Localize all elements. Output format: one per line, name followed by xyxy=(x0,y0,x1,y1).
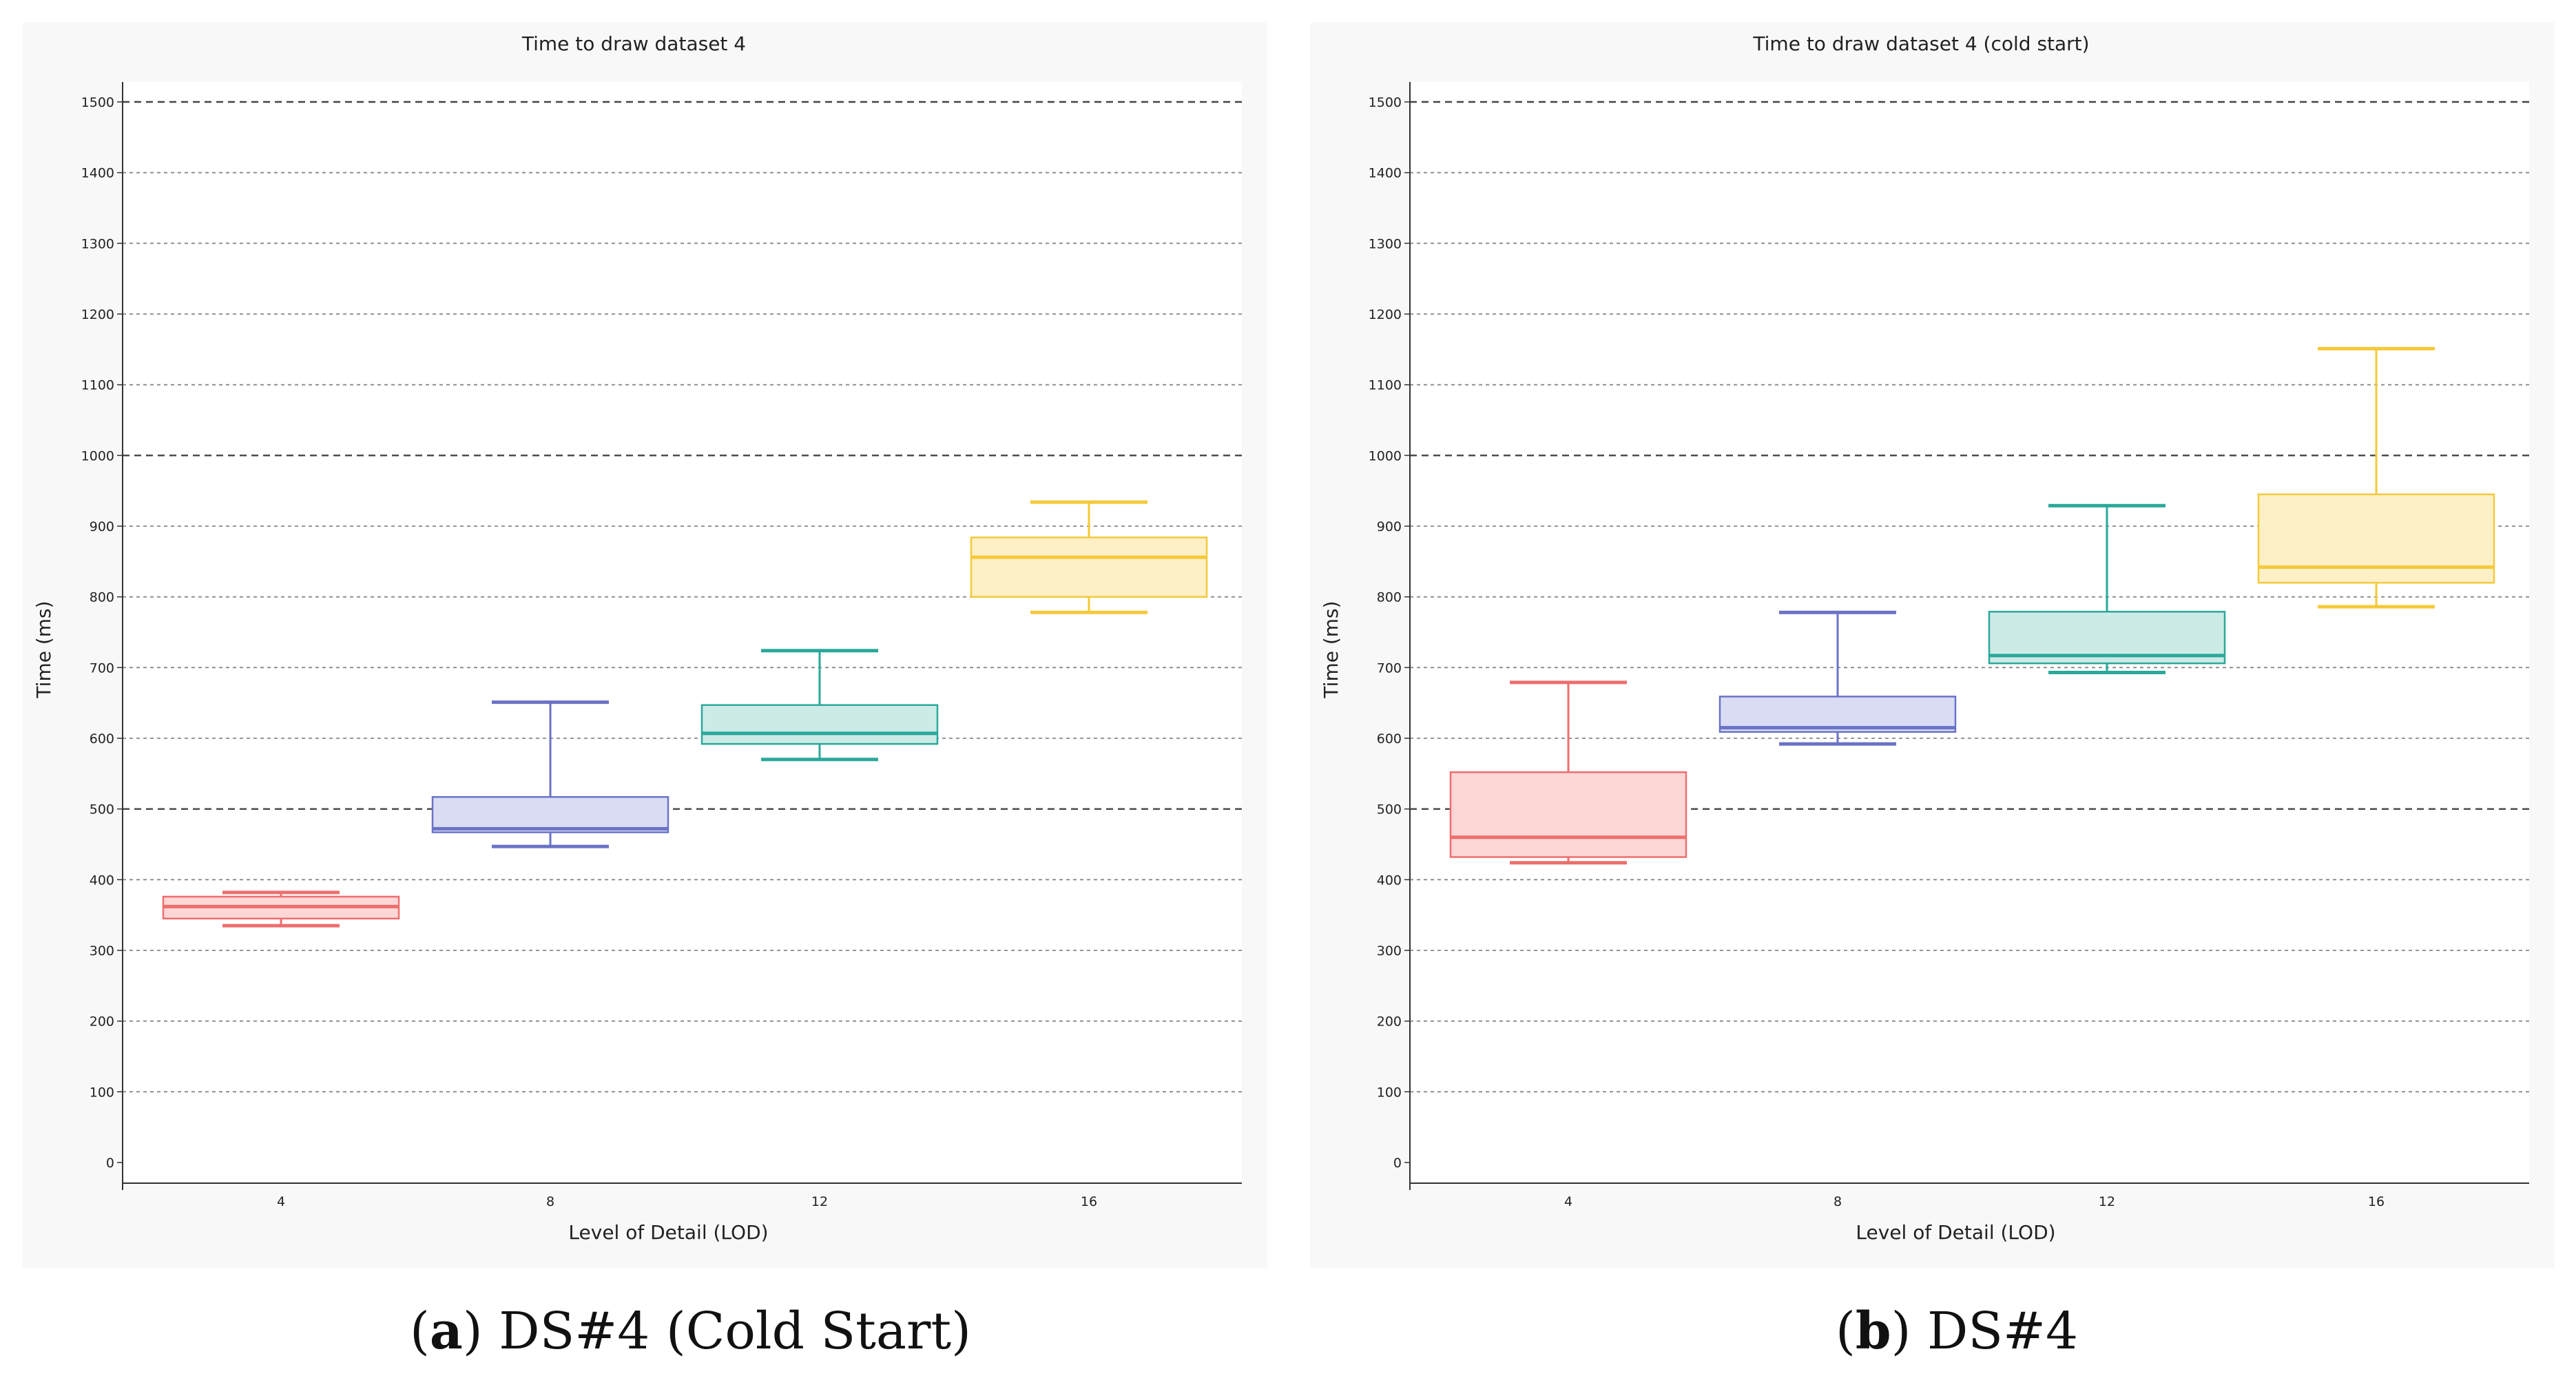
caption-a-text: DS#4 (Cold Start) xyxy=(499,1302,971,1361)
y-tick-label-800: 800 xyxy=(1377,590,1402,605)
caption-b-letter: b xyxy=(1855,1302,1891,1361)
caption-b: (b) DS#4 xyxy=(1836,1302,2079,1361)
y-tick-label-1000: 1000 xyxy=(81,448,114,463)
y-tick-label-200: 200 xyxy=(1377,1014,1402,1030)
plot-area xyxy=(1410,82,2529,1183)
y-tick-label-1100: 1100 xyxy=(1369,378,1402,393)
chart-panel-b: Time to draw dataset 4 (cold start) 0 100 2… xyxy=(1310,23,2555,1268)
y-tick-label-1400: 1400 xyxy=(1369,166,1402,181)
y-tick-label-900: 900 xyxy=(1377,519,1402,534)
x-tick-label-lod-16: 16 xyxy=(1081,1194,1097,1209)
y-axis-label: Time (ms) xyxy=(32,601,55,698)
y-tick-label-500: 500 xyxy=(1377,802,1402,817)
y-tick-label-1400: 1400 xyxy=(81,166,114,181)
chart-title: Time to draw dataset 4 (cold start) xyxy=(1752,32,2089,55)
y-tick-label-300: 300 xyxy=(1377,944,1402,959)
y-tick-label-0: 0 xyxy=(106,1156,114,1171)
x-tick-label-lod-12: 12 xyxy=(811,1194,828,1209)
y-tick-label-400: 400 xyxy=(1377,873,1402,888)
plot-area xyxy=(123,82,1242,1183)
y-tick-label-600: 600 xyxy=(1377,731,1402,747)
caption-a: (a) DS#4 (Cold Start) xyxy=(410,1302,971,1361)
caption-a-letter: a xyxy=(429,1302,463,1361)
y-tick-label-200: 200 xyxy=(90,1014,114,1030)
y-tick-label-1200: 1200 xyxy=(1369,307,1402,322)
y-tick-label-100: 100 xyxy=(90,1085,114,1100)
y-tick-label-1200: 1200 xyxy=(81,307,114,322)
y-tick-label-400: 400 xyxy=(90,873,114,888)
y-tick-label-0: 0 xyxy=(1393,1156,1402,1171)
y-axis-label: Time (ms) xyxy=(1320,601,1342,698)
box-lod-16 xyxy=(970,536,1208,598)
y-tick-label-300: 300 xyxy=(90,944,114,959)
y-tick-label-700: 700 xyxy=(1377,660,1402,676)
x-tick-label-lod-8: 8 xyxy=(1834,1194,1842,1209)
y-tick-label-500: 500 xyxy=(90,802,114,817)
chart-title: Time to draw dataset 4 xyxy=(521,32,746,55)
x-tick-label-lod-4: 4 xyxy=(277,1194,285,1209)
chart-b-svg: Time to draw dataset 4 (cold start) 0 100 2… xyxy=(1320,32,2529,1244)
x-tick-label-lod-16: 16 xyxy=(2368,1194,2385,1209)
y-tick-label-100: 100 xyxy=(1377,1085,1402,1100)
box-lod-16 xyxy=(2257,493,2495,584)
box-lod-12 xyxy=(700,704,939,745)
box-lod-4 xyxy=(1449,771,1687,858)
y-tick-label-1100: 1100 xyxy=(81,378,114,393)
x-axis-label: Level of Detail (LOD) xyxy=(1856,1221,2055,1244)
y-tick-label-1300: 1300 xyxy=(1369,236,1402,251)
x-tick-label-lod-12: 12 xyxy=(2099,1194,2115,1209)
y-tick-label-1300: 1300 xyxy=(81,236,114,251)
x-axis-label: Level of Detail (LOD) xyxy=(568,1221,768,1244)
y-tick-label-600: 600 xyxy=(90,731,114,747)
chart-panel-a: Time to draw dataset 4 0 100 200 300 400 500 60… xyxy=(23,23,1267,1268)
box-lod-8 xyxy=(431,795,669,833)
y-tick-label-700: 700 xyxy=(90,660,114,676)
caption-b-text: DS#4 xyxy=(1927,1302,2079,1361)
chart-a-svg: Time to draw dataset 4 0 100 200 300 400 500 60… xyxy=(32,32,1242,1244)
x-tick-label-lod-4: 4 xyxy=(1564,1194,1572,1209)
x-tick-label-lod-8: 8 xyxy=(546,1194,554,1209)
y-tick-label-1500: 1500 xyxy=(1369,95,1402,110)
y-tick-label-1000: 1000 xyxy=(1369,448,1402,463)
y-tick-label-900: 900 xyxy=(90,519,114,534)
y-tick-label-1500: 1500 xyxy=(81,95,114,110)
y-tick-label-800: 800 xyxy=(90,590,114,605)
